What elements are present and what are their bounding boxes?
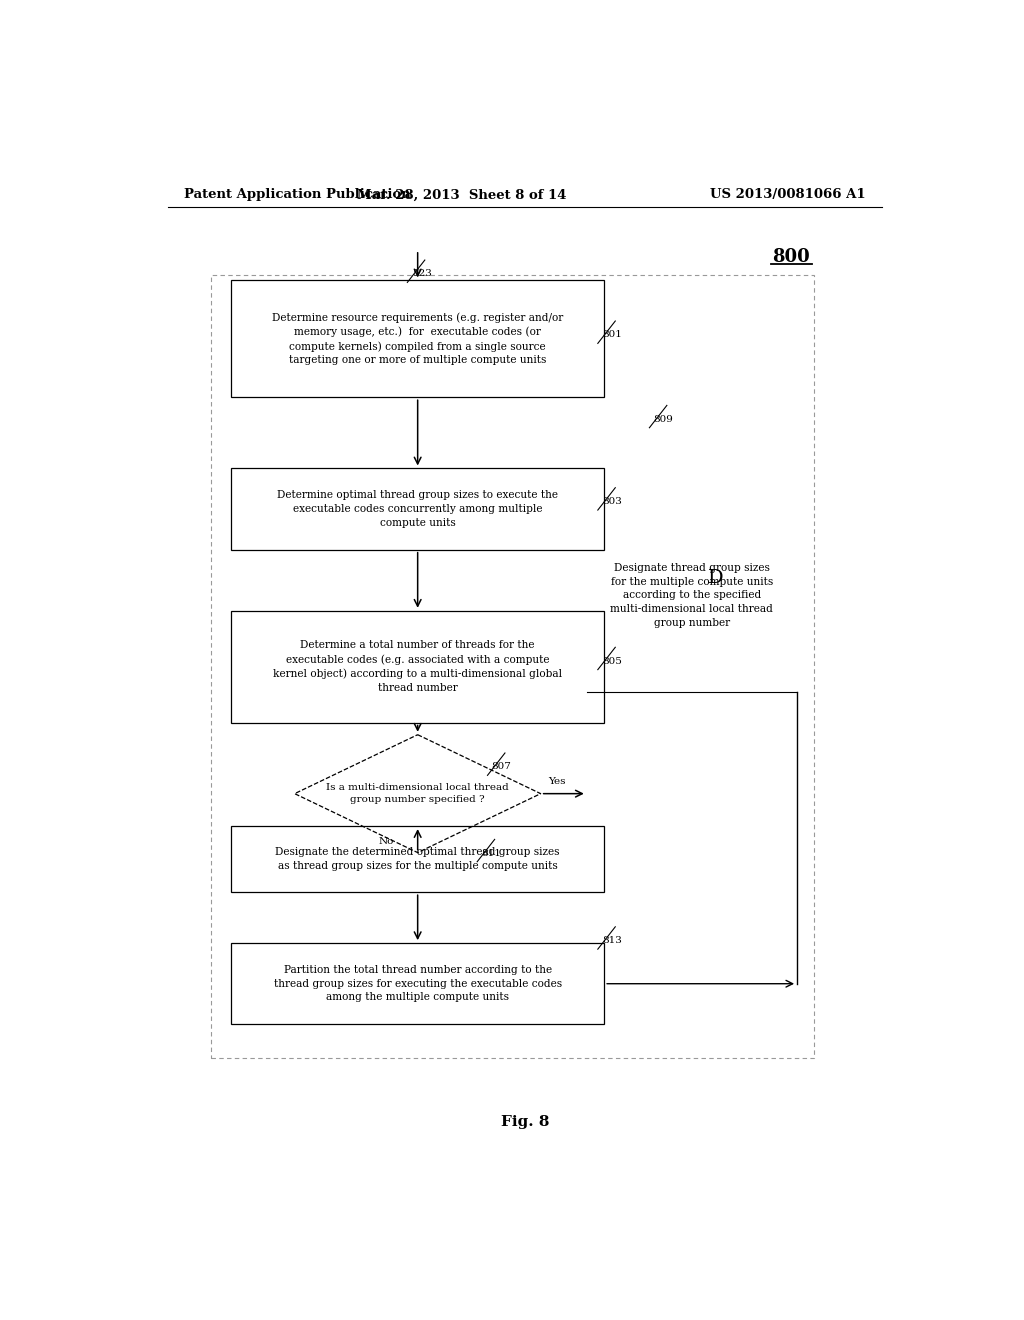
- Text: No: No: [378, 837, 393, 846]
- Text: 811: 811: [481, 849, 501, 858]
- Bar: [231, 611, 604, 722]
- Text: 807: 807: [492, 762, 511, 771]
- Bar: [231, 469, 604, 549]
- Text: Partition the total thread number according to the
thread group sizes for execut: Partition the total thread number accord…: [273, 965, 562, 1002]
- Text: Determine resource requirements (e.g. register and/or
memory usage, etc.)  for  : Determine resource requirements (e.g. re…: [272, 313, 563, 366]
- Text: 803: 803: [602, 498, 622, 506]
- Text: Designate the determined optimal thread group sizes
as thread group sizes for th: Designate the determined optimal thread …: [275, 847, 560, 871]
- Bar: [231, 826, 604, 892]
- Text: 809: 809: [653, 414, 673, 424]
- Text: 523: 523: [412, 269, 432, 279]
- Text: 813: 813: [602, 936, 622, 945]
- Text: Is a multi-dimensional local thread
group number specified ?: Is a multi-dimensional local thread grou…: [327, 783, 509, 804]
- Bar: [211, 276, 814, 1057]
- Text: Fig. 8: Fig. 8: [501, 1115, 549, 1129]
- Text: Determine a total number of threads for the
executable codes (e.g. associated wi: Determine a total number of threads for …: [273, 640, 562, 693]
- Text: 800: 800: [772, 248, 810, 267]
- Text: D: D: [708, 569, 723, 587]
- Text: 801: 801: [602, 330, 622, 339]
- Text: Determine optimal thread group sizes to execute the
executable codes concurrentl: Determine optimal thread group sizes to …: [278, 491, 558, 528]
- Text: Designate thread group sizes
for the multiple compute units
according to the spe: Designate thread group sizes for the mul…: [610, 564, 773, 627]
- Text: Yes: Yes: [549, 776, 566, 785]
- Text: US 2013/0081066 A1: US 2013/0081066 A1: [711, 189, 866, 202]
- Bar: [231, 280, 604, 397]
- Text: Mar. 28, 2013  Sheet 8 of 14: Mar. 28, 2013 Sheet 8 of 14: [356, 189, 566, 202]
- Text: Patent Application Publication: Patent Application Publication: [183, 189, 411, 202]
- Text: 805: 805: [602, 656, 622, 665]
- Bar: [231, 942, 604, 1024]
